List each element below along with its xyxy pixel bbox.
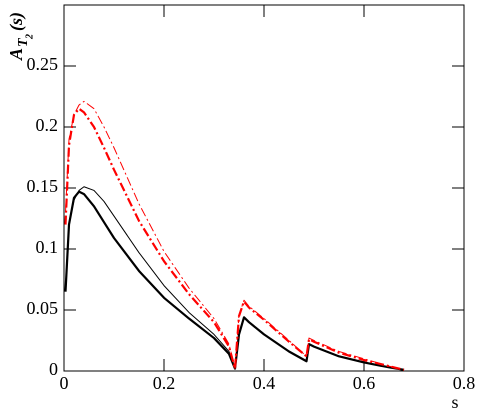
series-line [65,100,405,371]
x-tick-label: 0 [60,373,69,393]
series-line [65,186,405,371]
y-axis-label: A T 2 (s) [6,12,35,61]
y-tick-label: 0.25 [27,54,59,74]
y-tick-label: 0 [49,359,58,379]
y-label-subsub: 2 [24,34,35,40]
y-label-sub: T [16,37,31,47]
y-label-arg: (s) [6,12,27,31]
y-label-main: A [6,48,26,61]
series-line [64,190,405,371]
x-axis-label: s [451,392,458,412]
y-tick-label: 0.1 [36,237,59,257]
y-tick-label: 0.05 [27,298,59,318]
x-tick-label: 0.6 [353,373,376,393]
y-tick-label: 0.2 [36,115,59,135]
x-tick-label: 0.4 [253,373,276,393]
x-tick-label: 0.8 [453,373,476,393]
x-tick-label: 0.2 [153,373,176,393]
y-tick-label: 0.15 [27,176,59,196]
